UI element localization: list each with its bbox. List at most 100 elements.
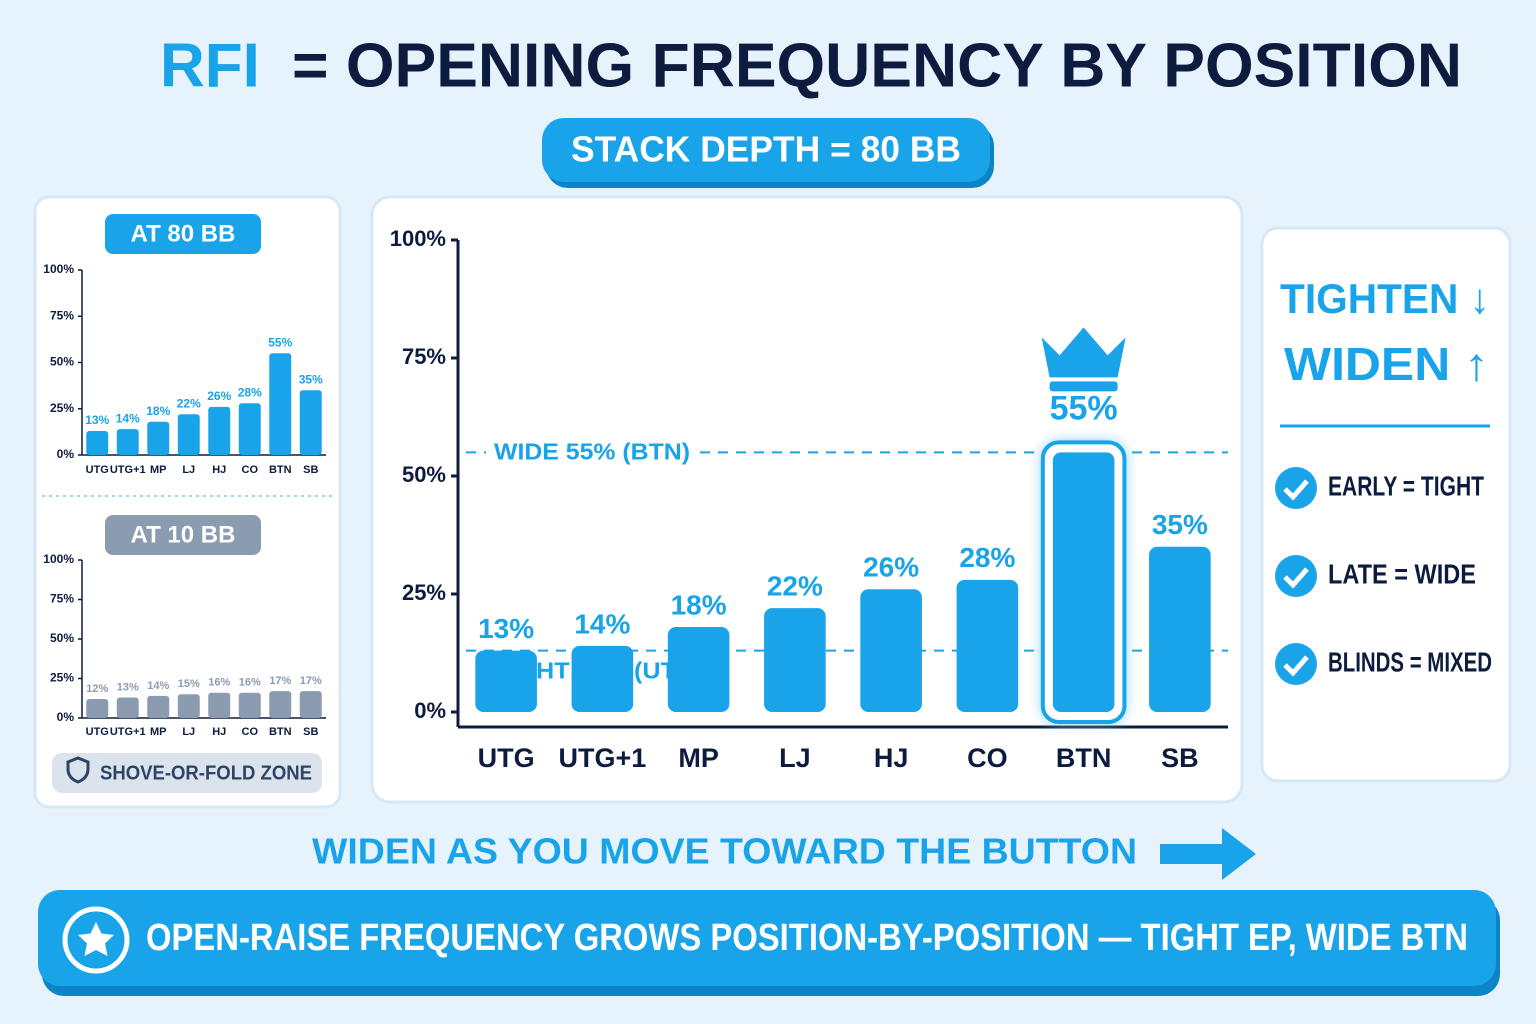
bar — [208, 692, 231, 718]
x-tick-label: LJ — [779, 743, 811, 773]
check-icons — [1275, 467, 1317, 685]
bar — [269, 691, 292, 718]
value-label: 28% — [959, 542, 1015, 573]
shield-icon — [66, 756, 90, 784]
bar — [208, 406, 231, 455]
bar — [147, 421, 170, 455]
value-label: 26% — [207, 389, 231, 403]
value-label: 14% — [147, 680, 169, 692]
bar — [1052, 452, 1115, 712]
value-label: 12% — [86, 683, 108, 695]
x-tick-label: UTG — [86, 726, 109, 738]
left-panel — [33, 195, 342, 809]
value-label: 14% — [574, 608, 630, 639]
bar — [860, 589, 922, 712]
x-tick-label: MP — [678, 743, 719, 773]
bar — [86, 699, 109, 718]
y-tick-label: 0% — [57, 710, 75, 724]
x-tick-label: CO — [242, 726, 259, 738]
chart-title-badge — [105, 214, 261, 254]
crown-icon — [1041, 327, 1126, 378]
value-label: 18% — [671, 589, 727, 620]
value-label: 13% — [117, 681, 139, 693]
banner-text: OPEN-RAISE FREQUENCY GROWS POSITION-BY-P… — [146, 917, 1468, 959]
y-tick-label: 25% — [50, 401, 74, 415]
arrow-icon — [1160, 828, 1256, 880]
checklist-item: BLINDS = MIXED — [1328, 646, 1492, 677]
check-icon — [1275, 643, 1317, 685]
value-label: 55% — [268, 335, 292, 349]
value-label: 16% — [239, 677, 261, 689]
y-tick-label: 75% — [402, 344, 446, 369]
x-tick-label: BTN — [269, 464, 292, 476]
value-label: 13% — [478, 613, 534, 644]
bar — [238, 692, 261, 718]
x-tick-label: CO — [242, 464, 259, 476]
chart-title: AT 80 BB — [131, 220, 236, 247]
x-tick-label: HJ — [874, 743, 909, 773]
y-tick-label: 100% — [43, 262, 74, 276]
subtitle: STACK DEPTH = 80 BB — [571, 129, 961, 170]
value-label: 35% — [299, 372, 323, 386]
bar — [571, 645, 634, 712]
bar — [177, 694, 200, 718]
y-tick-label: 0% — [57, 447, 75, 461]
bar — [1149, 546, 1211, 712]
bar — [299, 390, 322, 455]
bar — [475, 650, 537, 712]
x-tick-label: BTN — [269, 726, 292, 738]
y-tick-label: 75% — [50, 308, 74, 322]
value-label: 17% — [300, 675, 322, 687]
x-tick-label: LJ — [182, 464, 195, 476]
check-icon — [1275, 555, 1317, 597]
x-tick-label: SB — [303, 726, 318, 738]
value-label: 18% — [146, 404, 170, 418]
side-panel — [1260, 226, 1512, 783]
x-tick-label: LJ — [182, 726, 195, 738]
x-tick-label: UTG+1 — [110, 464, 146, 476]
x-tick-label: SB — [303, 464, 318, 476]
bar — [238, 403, 261, 455]
chart-title: AT 10 BB — [131, 521, 236, 548]
x-tick-label: HJ — [212, 464, 226, 476]
y-tick-label: 50% — [50, 355, 74, 369]
bar — [764, 608, 826, 712]
check-mark — [1283, 479, 1309, 501]
side-line: WIDEN ↑ — [1284, 338, 1489, 390]
y-tick-label: 0% — [414, 698, 446, 723]
x-tick-label: UTG — [478, 743, 535, 773]
title-highlight: RFI — [160, 31, 260, 100]
crown-base — [1049, 381, 1118, 392]
checklist-item: EARLY = TIGHT — [1328, 470, 1484, 501]
x-tick-label: SB — [1161, 743, 1199, 773]
x-tick-label: MP — [150, 464, 167, 476]
star-circle — [62, 906, 130, 974]
value-label: 17% — [269, 675, 291, 687]
bar — [299, 691, 322, 718]
value-label: 13% — [85, 413, 109, 427]
y-tick-label: 25% — [402, 580, 446, 605]
value-label: 22% — [177, 396, 201, 410]
x-tick-label: BTN — [1056, 743, 1112, 773]
chart-title-badge — [105, 515, 261, 555]
bar — [956, 579, 1019, 712]
checklist-item: LATE = WIDE — [1328, 558, 1476, 589]
value-label: 55% — [1050, 389, 1118, 427]
x-tick-label: UTG+1 — [110, 726, 146, 738]
bar — [116, 429, 139, 455]
y-tick-label: 100% — [390, 226, 446, 251]
check-mark — [1283, 567, 1309, 589]
y-tick-label: 100% — [43, 552, 74, 566]
star-icon — [78, 922, 114, 956]
y-tick-label: 75% — [50, 592, 74, 606]
value-label: 16% — [208, 677, 230, 689]
x-tick-label: CO — [967, 743, 1008, 773]
bar — [667, 627, 730, 712]
bar — [116, 697, 139, 718]
x-tick-label: MP — [150, 726, 167, 738]
bar — [177, 414, 200, 455]
value-label: 28% — [238, 385, 262, 399]
bar — [147, 695, 170, 718]
